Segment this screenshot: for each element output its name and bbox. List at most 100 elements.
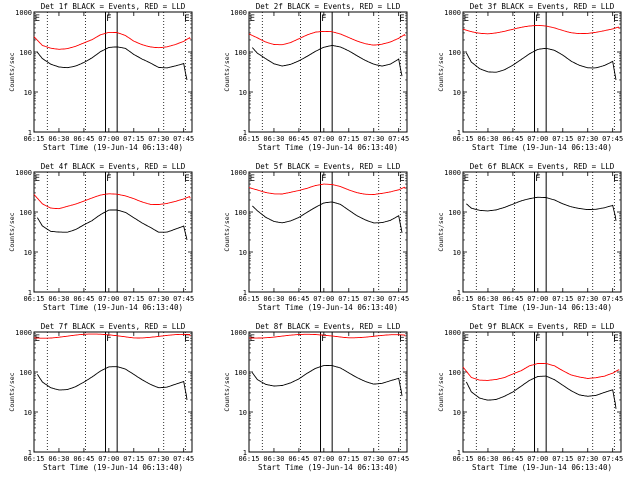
x-axis-label: Start Time (19-Jun-14 06:13:40) <box>258 303 398 312</box>
plot-frame <box>248 171 408 293</box>
plot-frame <box>462 331 622 453</box>
panel-title: Det 2f BLACK = Events, RED = LLD <box>256 2 401 11</box>
series-events-line <box>465 47 617 81</box>
series-lld-line <box>462 362 620 381</box>
y-tick-label: 10 <box>239 89 247 97</box>
y-tick-label: 100 <box>19 209 32 217</box>
plot-frame <box>248 11 408 133</box>
x-tick-label: 06:15 <box>452 295 473 303</box>
x-axis-label: Start Time (19-Jun-14 06:13:40) <box>43 463 183 472</box>
y-tick-label: 1000 <box>230 169 247 177</box>
x-tick-label: 06:15 <box>238 135 259 143</box>
x-tick-label: 06:45 <box>288 135 309 143</box>
x-tick-label: 07:00 <box>527 455 548 463</box>
x-tick-label: 07:30 <box>148 135 169 143</box>
x-tick-label: 06:30 <box>477 135 498 143</box>
y-tick-label: 1000 <box>230 9 247 17</box>
panel-det-8: Det 8f BLACK = Events, RED = LLD 1 10 100 10… <box>223 322 409 472</box>
x-tick-label: 07:30 <box>577 295 598 303</box>
series-events-line <box>251 45 403 77</box>
x-tick-label: 07:30 <box>363 455 384 463</box>
plot-frame <box>248 331 408 453</box>
marker-label: F <box>106 14 111 24</box>
marker-label: F <box>321 334 326 344</box>
x-tick-label: 06:45 <box>288 295 309 303</box>
y-axis-label: Counts/sec <box>223 212 231 251</box>
x-tick-label: 07:45 <box>173 135 194 143</box>
x-tick-label: 07:45 <box>173 295 194 303</box>
x-tick-label: 07:30 <box>148 295 169 303</box>
x-tick-label: 07:45 <box>602 455 623 463</box>
x-tick-label: 07:15 <box>338 455 359 463</box>
marker-label: E <box>250 334 255 344</box>
x-tick-label: 07:30 <box>577 135 598 143</box>
plot-frame <box>462 171 622 293</box>
y-tick-label: 100 <box>234 49 247 57</box>
marker-label: E <box>35 14 40 24</box>
marker-label: F <box>535 14 540 24</box>
y-tick-label: 100 <box>448 209 461 217</box>
x-tick-label: 06:30 <box>48 455 69 463</box>
x-tick-label: 07:15 <box>552 135 573 143</box>
x-tick-label: 07:00 <box>313 295 334 303</box>
x-axis-label: Start Time (19-Jun-14 06:13:40) <box>43 303 183 312</box>
x-axis-label: Start Time (19-Jun-14 06:13:40) <box>43 143 183 152</box>
x-tick-label: 06:15 <box>23 455 44 463</box>
marker-label: E <box>613 14 618 24</box>
series-events-line <box>251 365 403 397</box>
marker-label: E <box>464 14 469 24</box>
marker-label: E <box>35 174 40 184</box>
x-tick-label: 06:30 <box>477 455 498 463</box>
x-tick-label: 06:30 <box>477 295 498 303</box>
x-tick-label: 06:30 <box>48 295 69 303</box>
y-tick-label: 1 <box>457 449 461 457</box>
x-tick-label: 06:15 <box>238 455 259 463</box>
x-tick-label: 06:15 <box>238 295 259 303</box>
x-axis-label: Start Time (19-Jun-14 06:13:40) <box>472 463 612 472</box>
x-tick-label: 07:15 <box>123 295 144 303</box>
series-events-line <box>465 375 617 409</box>
marker-label: E <box>399 174 404 184</box>
x-tick-label: 07:30 <box>577 455 598 463</box>
series-lld-line <box>249 333 406 339</box>
y-tick-label: 100 <box>19 369 32 377</box>
panel-title: Det 5f BLACK = Events, RED = LLD <box>256 162 401 171</box>
y-tick-label: 1 <box>28 289 32 297</box>
y-tick-label: 10 <box>24 409 32 417</box>
x-tick-label: 06:15 <box>452 455 473 463</box>
marker-label: F <box>535 334 540 344</box>
series-lld-line <box>462 24 620 35</box>
x-tick-label: 07:15 <box>338 295 359 303</box>
x-tick-label: 07:00 <box>313 135 334 143</box>
marker-label: E <box>184 174 189 184</box>
y-axis-label: Counts/sec <box>223 52 231 91</box>
x-tick-label: 07:00 <box>98 135 119 143</box>
y-tick-label: 10 <box>24 89 32 97</box>
marker-label: E <box>613 174 618 184</box>
y-tick-label: 1000 <box>444 9 461 17</box>
series-lld-line <box>33 31 191 50</box>
x-tick-label: 07:45 <box>602 135 623 143</box>
y-tick-label: 10 <box>453 409 461 417</box>
series-lld-line <box>33 193 191 210</box>
panel-title: Det 7f BLACK = Events, RED = LLD <box>41 322 186 331</box>
panel-title: Det 6f BLACK = Events, RED = LLD <box>470 162 615 171</box>
y-tick-label: 1 <box>28 449 32 457</box>
x-tick-label: 07:45 <box>388 455 409 463</box>
x-tick-label: 06:45 <box>288 455 309 463</box>
y-tick-label: 1 <box>243 449 247 457</box>
y-tick-label: 1000 <box>15 169 32 177</box>
y-axis-label: Counts/sec <box>8 52 16 91</box>
plot-frame <box>33 11 193 133</box>
x-axis-label: Start Time (19-Jun-14 06:13:40) <box>472 143 612 152</box>
y-axis-label: Counts/sec <box>8 372 16 411</box>
y-tick-label: 10 <box>239 409 247 417</box>
x-axis-label: Start Time (19-Jun-14 06:13:40) <box>258 143 398 152</box>
marker-label: E <box>464 174 469 184</box>
panel-det-7: Det 7f BLACK = Events, RED = LLD 1 10 100 10… <box>8 322 194 472</box>
x-tick-label: 06:15 <box>23 295 44 303</box>
marker-label: F <box>106 174 111 184</box>
marker-label: F <box>321 14 326 24</box>
